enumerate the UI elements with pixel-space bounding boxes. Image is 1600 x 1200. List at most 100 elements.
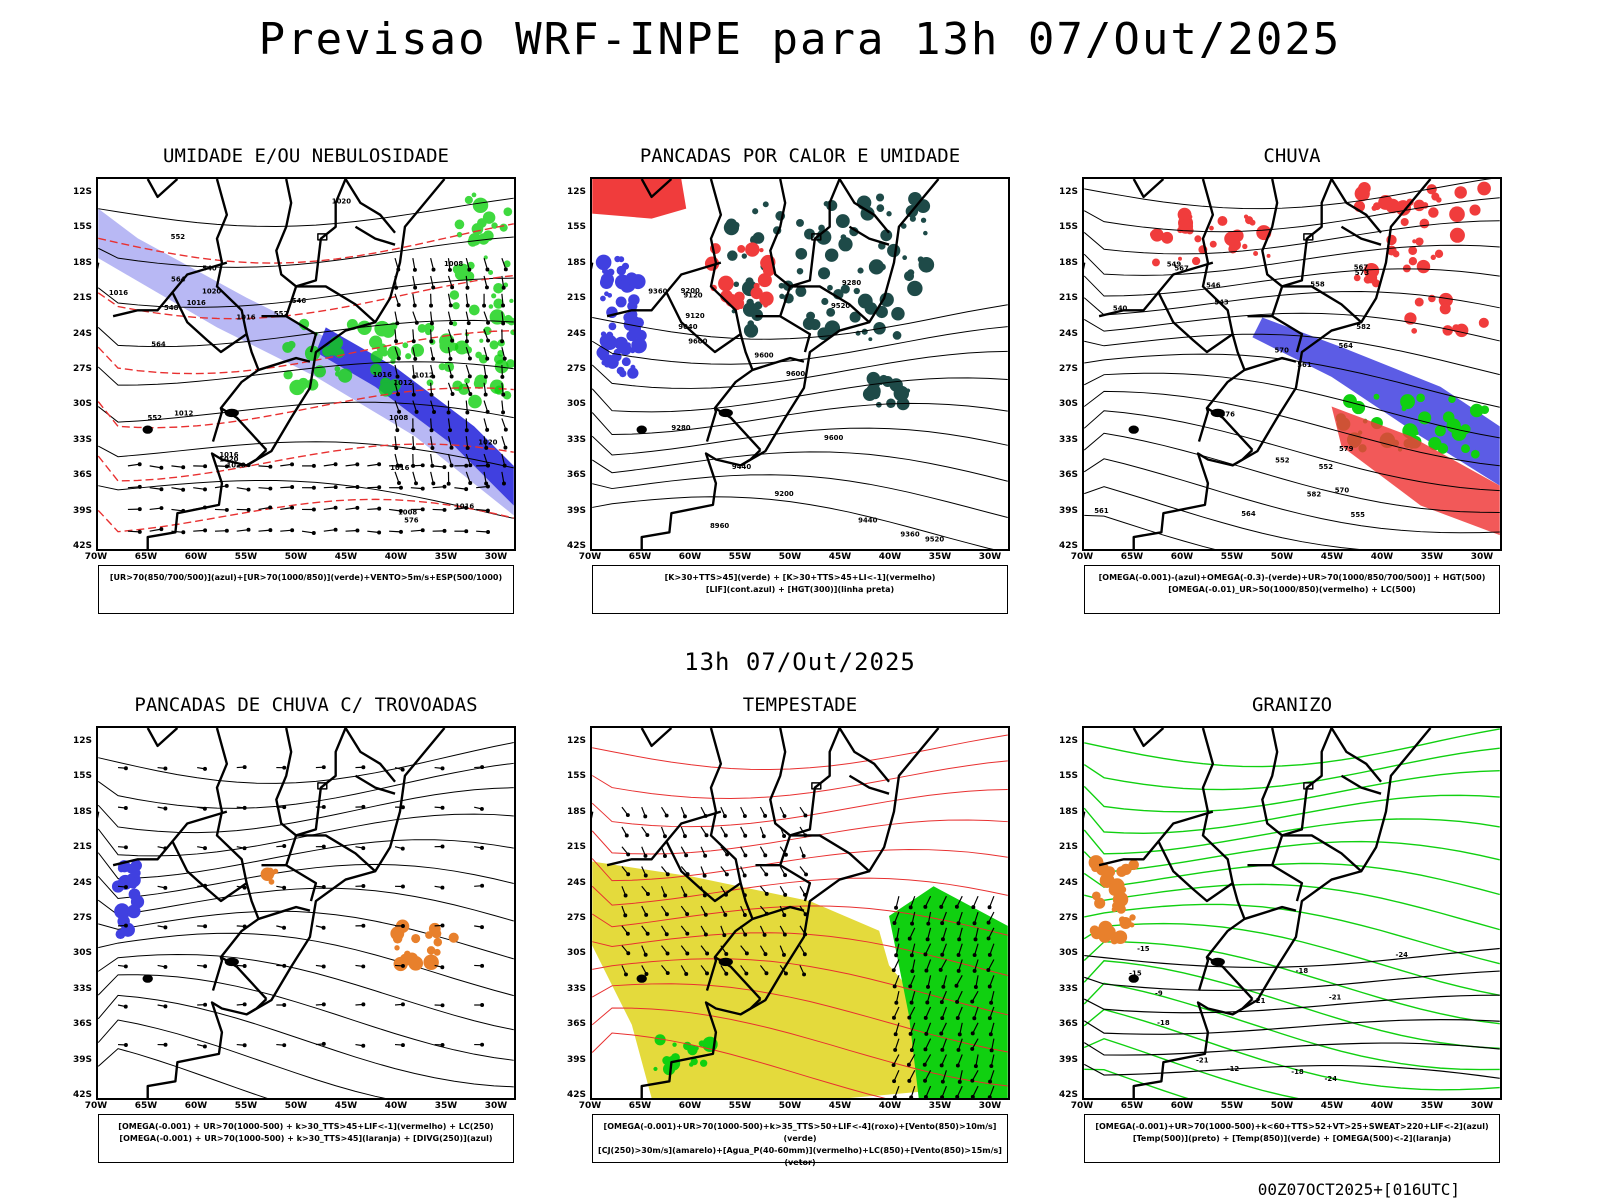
lat-tick-label: 27S bbox=[1058, 913, 1078, 923]
map-canvas: 5825825795765735705675645615585555525495… bbox=[1084, 179, 1500, 549]
contour-label: 1012 bbox=[415, 372, 434, 380]
lon-tick-label: 30W bbox=[978, 552, 1002, 562]
contour-label: -21 bbox=[1196, 1056, 1209, 1064]
lon-tick-label: 50W bbox=[284, 1101, 308, 1111]
panel-legend: [K>30+TTS>45](verde) + [K>30+TTS>45+LI<-… bbox=[592, 565, 1008, 614]
contour-label: 570 bbox=[1274, 346, 1289, 354]
lon-tick-label: 50W bbox=[1270, 1101, 1294, 1111]
jet-250 bbox=[592, 861, 1008, 1098]
lat-tick-label: 30S bbox=[566, 948, 586, 959]
contour-label: 552 bbox=[171, 233, 186, 241]
lon-tick-label: 65W bbox=[1120, 1101, 1144, 1111]
hgt-500 bbox=[1084, 179, 1500, 549]
contour-label: 9440 bbox=[732, 463, 751, 471]
contour-label: -15 bbox=[1129, 970, 1142, 978]
contour-label: 582 bbox=[1307, 490, 1322, 498]
legend-line: [OMEGA(-0.01)_UR>50(1000/850)(vermelho) … bbox=[1168, 585, 1416, 594]
contour-label: 9200 bbox=[681, 287, 700, 295]
lat-tick-label: 33S bbox=[72, 434, 92, 445]
wind-850-vectors bbox=[891, 895, 995, 1098]
map-frame bbox=[96, 726, 516, 1100]
lat-tick-label: 15S bbox=[1058, 222, 1078, 233]
legend-line: [OMEGA(-0.001)+UR>70(1000-500)+k>35_TTS>… bbox=[603, 1122, 997, 1143]
contour-label: -24 bbox=[1325, 1075, 1338, 1083]
contour-label: 579 bbox=[1339, 445, 1354, 453]
lat-tick-label: 42S bbox=[1058, 541, 1078, 551]
lon-tick-label: 35W bbox=[1420, 552, 1444, 562]
legend-line: [OMEGA(-0.001) + UR>70(1000-500) + k>30_… bbox=[118, 1122, 494, 1131]
contour-label: 8960 bbox=[710, 522, 729, 530]
lat-tick-label: 24S bbox=[1058, 877, 1078, 888]
contour-label: 1020 bbox=[478, 439, 497, 447]
lon-tick-label: 55W bbox=[728, 552, 752, 562]
lat-tick-label: 42S bbox=[1058, 1090, 1078, 1100]
map-frame: -15 -18 -21 -24 -12 -9 -18 -21 -15 -18 -21 -24 bbox=[1082, 726, 1502, 1100]
lon-tick-label: 40W bbox=[1370, 552, 1394, 562]
lon-tick-label: 45W bbox=[334, 1101, 358, 1111]
lon-tick-label: 30W bbox=[484, 1101, 508, 1111]
lon-tick-label: 50W bbox=[284, 552, 308, 562]
lat-tick-label: 12S bbox=[72, 736, 92, 746]
panel-legend: [OMEGA(-0.001)+UR>70(1000-500)+k>35_TTS>… bbox=[592, 1114, 1008, 1167]
lat-tick-label: 15S bbox=[566, 222, 586, 233]
contour-labels: -15 -18 -21 -24 -12 -9 -18 -21 -15 -18 -21 -24 bbox=[1129, 945, 1408, 1083]
lat-tick-label: 33S bbox=[566, 983, 586, 994]
lon-tick-label: 35W bbox=[434, 1101, 458, 1111]
contour-label: -15 bbox=[1137, 945, 1150, 953]
contour-label: 9520 bbox=[831, 302, 850, 310]
lon-tick-label: 50W bbox=[1270, 552, 1294, 562]
lat-tick-label: 15S bbox=[566, 771, 586, 782]
contour-label: 1020 bbox=[226, 462, 245, 470]
lon-tick-label: 60W bbox=[184, 552, 208, 562]
contour-label: 546 bbox=[1206, 282, 1221, 290]
contour-label: -21 bbox=[1329, 993, 1342, 1001]
map-borders bbox=[98, 728, 446, 1098]
lat-tick-label: 18S bbox=[1058, 806, 1078, 817]
lat-tick-label: 18S bbox=[1058, 257, 1078, 268]
map-borders bbox=[1084, 728, 1432, 1098]
wind-850-vectors-west bbox=[621, 806, 809, 977]
map-frame bbox=[590, 726, 1010, 1100]
instability-red-center bbox=[704, 242, 776, 311]
map-borders bbox=[592, 728, 940, 1098]
contour-label: 9280 bbox=[842, 279, 861, 287]
contour-label: 1016 bbox=[236, 313, 255, 321]
contour-label: 558 bbox=[1310, 280, 1325, 288]
lat-tick-label: 12S bbox=[1058, 187, 1078, 197]
thunder-orange-land bbox=[260, 867, 279, 885]
contour-label: 582 bbox=[1356, 323, 1371, 331]
lon-tick-label: 55W bbox=[1220, 552, 1244, 562]
lat-tick-label: 18S bbox=[566, 257, 586, 268]
lat-tick-label: 42S bbox=[72, 541, 92, 551]
lon-tick-label: 60W bbox=[184, 1101, 208, 1111]
contour-label: 561 bbox=[1297, 361, 1312, 369]
contour-label: 1020 bbox=[219, 455, 238, 463]
lat-tick-label: 18S bbox=[72, 257, 92, 268]
legend-line: [OMEGA(-0.001) + UR>70(1000-500) + k>30_… bbox=[119, 1134, 493, 1143]
contour-label: 9600 bbox=[688, 338, 707, 346]
lat-tick-label: 36S bbox=[72, 470, 92, 481]
instability-green bbox=[723, 191, 935, 342]
contour-label: 1016 bbox=[390, 464, 409, 472]
contour-label: 561 bbox=[1094, 507, 1109, 515]
lon-tick-label: 45W bbox=[334, 552, 358, 562]
lat-tick-label: 42S bbox=[566, 541, 586, 551]
contour-label: 1008 bbox=[444, 260, 463, 268]
lon-tick-label: 30W bbox=[1470, 1101, 1494, 1111]
lat-tick-label: 33S bbox=[1058, 983, 1078, 994]
map-canvas bbox=[98, 728, 514, 1098]
contour-label: 549 bbox=[1167, 261, 1182, 269]
contour-label: 9280 bbox=[671, 424, 690, 432]
lat-tick-label: 15S bbox=[1058, 771, 1078, 782]
contour-label: 552 bbox=[1319, 463, 1334, 471]
lon-tick-label: 45W bbox=[828, 552, 852, 562]
pressure-isolines bbox=[98, 197, 514, 519]
lon-tick-label: 45W bbox=[1320, 1101, 1344, 1111]
contour-label: 1016 bbox=[219, 451, 238, 459]
contour-labels: 5825825795765735705675645615585555525495… bbox=[1094, 261, 1371, 519]
lon-tick-label: 35W bbox=[928, 552, 952, 562]
temp-500 bbox=[1084, 947, 1500, 1079]
lat-tick-label: 27S bbox=[72, 913, 92, 923]
thickness-isolines bbox=[98, 223, 514, 533]
lat-tick-label: 24S bbox=[566, 877, 586, 888]
